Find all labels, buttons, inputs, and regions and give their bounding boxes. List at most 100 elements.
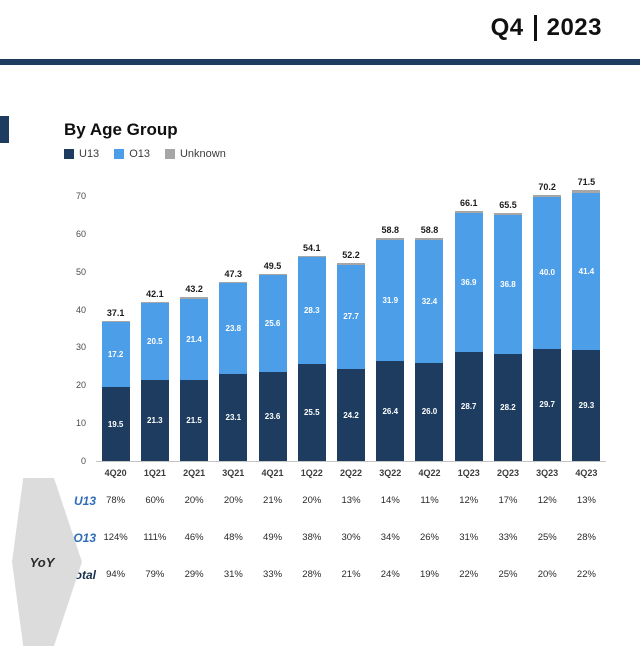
- legend-item-u13: U13: [64, 148, 99, 160]
- x-axis-label: 2Q21: [183, 468, 206, 478]
- bar-segment-unknown: [180, 297, 209, 299]
- yoy-value: 34%: [380, 532, 400, 543]
- y-tick: 40: [75, 304, 86, 315]
- legend-swatch-u13: [64, 149, 74, 159]
- yoy-value: 79%: [145, 569, 165, 580]
- bar-value-label: 25.5: [303, 408, 320, 418]
- x-axis-label: 1Q21: [143, 468, 166, 478]
- yoy-value: 21%: [341, 569, 361, 580]
- bar-segment-o13: 36.9: [454, 212, 483, 353]
- yoy-value: 94%: [106, 569, 126, 580]
- bar-column-1q23: 66.1 36.9 28.7: [449, 198, 488, 461]
- chart-section: By Age Group U13 O13 Unknown 0 10 20 30 40 50 60…: [0, 112, 640, 593]
- bar-column-3q23: 70.2 40.0 29.7: [528, 182, 567, 461]
- bar-value-label: 23.1: [225, 412, 242, 422]
- bar-segment-u13: 23.1: [219, 373, 248, 461]
- y-axis: 0 10 20 30 40 50 60 70: [64, 191, 96, 466]
- bar-total-label: 43.2: [185, 284, 203, 295]
- bar-value-label: 21.4: [186, 334, 202, 344]
- yoy-value: 111%: [143, 532, 167, 543]
- bar-column-3q21: 47.3 23.8 23.1: [214, 269, 253, 461]
- legend-swatch-o13: [114, 149, 125, 159]
- yoy-value: 29%: [184, 569, 204, 580]
- bar-value-label: 40.0: [539, 268, 555, 278]
- bar-column-2q21: 43.2 21.4 21.5: [174, 284, 213, 461]
- bar-segment-unknown: [533, 195, 562, 198]
- yoy-value: 11%: [420, 495, 439, 506]
- bar-segment-o13: 17.2: [101, 322, 130, 388]
- bar-segment-u13: 26.0: [415, 362, 444, 461]
- x-axis-label: 4Q20: [104, 468, 127, 478]
- yoy-value: 24%: [380, 569, 400, 580]
- yoy-value: 13%: [341, 495, 361, 506]
- bar-value-label: 23.8: [225, 324, 242, 334]
- bar-segment-o13: 40.0: [533, 197, 562, 349]
- x-axis-label: 3Q23: [536, 468, 559, 478]
- bar-value-label: 24.2: [343, 410, 359, 420]
- bar-column-1q21: 42.1 20.5 21.3: [135, 289, 174, 461]
- bar-total-label: 47.3: [224, 268, 243, 279]
- bar-column-4q23: 71.5 41.4 29.3: [567, 177, 606, 461]
- x-axis-label: 2Q22: [340, 468, 363, 478]
- yoy-row-total: Total 94% 79% 29% 31% 33% 28% 21% 24% 19% 22% 25% 20…: [64, 556, 606, 593]
- yoy-value: 38%: [302, 532, 322, 543]
- bar-value-label: 36.9: [460, 278, 477, 288]
- yoy-value: 13%: [576, 495, 596, 506]
- bar-total-label: 58.8: [381, 225, 400, 236]
- bar-column-3q22: 58.8 31.9 26.4: [371, 225, 410, 461]
- x-axis-label: 1Q22: [300, 468, 323, 478]
- bar-segment-o13: 27.7: [337, 264, 366, 370]
- bar-segment-unknown: [493, 213, 522, 215]
- period-quarter: Q4: [490, 14, 524, 41]
- bar-total-label: 70.2: [538, 182, 556, 193]
- x-axis-label: 4Q23: [575, 468, 598, 478]
- bar-segment-unknown: [337, 263, 366, 265]
- yoy-value: 33%: [263, 569, 283, 580]
- x-axis-label: 2Q23: [496, 468, 519, 478]
- yoy-arrow-label: YoY: [29, 554, 55, 570]
- bar-column-1q22: 54.1 28.3 25.5: [292, 243, 331, 461]
- bar-segment-unknown: [219, 281, 248, 284]
- bar-column-2q23: 65.5 36.8 28.2: [488, 200, 527, 461]
- bar-segment-u13: 21.3: [140, 380, 169, 461]
- bar-segment-u13: 26.4: [376, 361, 405, 461]
- bar-segment-o13: 23.8: [219, 283, 248, 374]
- bar-segment-u13: 21.5: [180, 379, 209, 461]
- bar-value-label: 28.3: [303, 306, 320, 316]
- yoy-value: 20%: [302, 495, 322, 506]
- legend-label: O13: [129, 148, 150, 160]
- bar-segment-u13: 28.2: [493, 354, 522, 461]
- bar-segment-unknown: [297, 256, 326, 258]
- yoy-row-u13: U13 78% 60% 20% 20% 21% 20% 13% 14% 11% 12% 17% 12% 1…: [64, 482, 606, 519]
- yoy-value: 31%: [223, 569, 243, 580]
- bar-segment-unknown: [572, 190, 601, 194]
- bar-value-label: 23.6: [264, 411, 281, 421]
- y-tick: 30: [75, 342, 86, 353]
- bar-segment-o13: 21.4: [180, 298, 209, 380]
- yoy-value: 19%: [419, 569, 439, 580]
- report-period: Q4 2023: [491, 14, 602, 42]
- x-axis-label: 4Q22: [418, 468, 441, 478]
- x-axis-row: 4Q20 1Q21 2Q21 3Q21 4Q21 1Q22 2Q22 3Q22 4Q22 1Q23…: [96, 462, 606, 478]
- bar-total-label: 54.1: [303, 243, 321, 254]
- bar-value-label: 26.4: [382, 406, 399, 416]
- title-accent-bar: [0, 116, 9, 143]
- y-tick: 50: [75, 266, 86, 277]
- bar-segment-u13: 25.5: [297, 364, 326, 461]
- yoy-value: 20%: [223, 495, 243, 506]
- yoy-value: 48%: [223, 532, 243, 543]
- bar-value-label: 28.2: [500, 403, 516, 413]
- bar-total-label: 71.5: [577, 177, 596, 188]
- x-axis-label: 3Q21: [222, 468, 245, 478]
- bar-column-4q20: 37.1 17.2 19.5: [96, 308, 135, 461]
- x-axis-label: 3Q22: [379, 468, 402, 478]
- yoy-value: 25%: [537, 532, 557, 543]
- bar-column-2q22: 52.2 27.7 24.2: [331, 250, 370, 461]
- yoy-value: 30%: [341, 532, 361, 543]
- yoy-value: 17%: [498, 495, 518, 506]
- bar-value-label: 29.7: [539, 400, 555, 410]
- top-rule: [0, 59, 640, 65]
- y-tick: 20: [75, 380, 86, 391]
- bar-total-label: 42.1: [146, 288, 164, 299]
